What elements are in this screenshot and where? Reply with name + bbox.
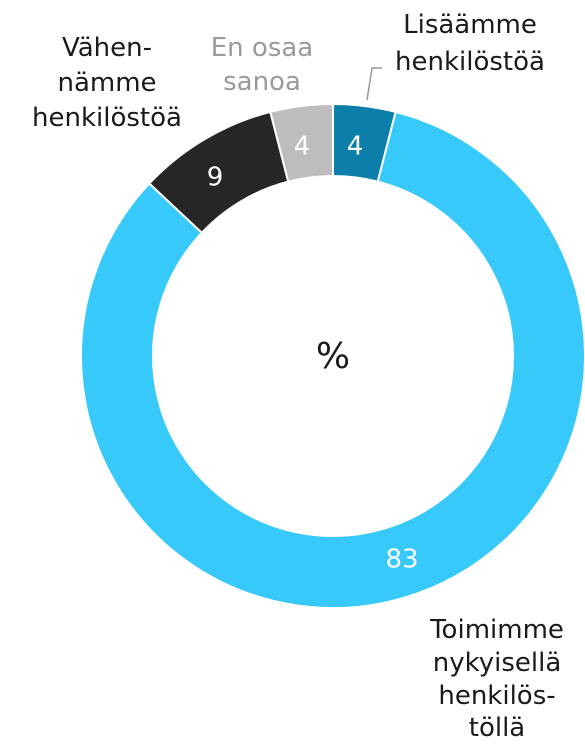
donut-segment xyxy=(80,110,585,609)
value-label: 83 xyxy=(385,545,418,575)
leader-line xyxy=(366,67,382,101)
category-label: Toimimme nykyisellä henkilös-töllä xyxy=(429,615,564,743)
value-label: 4 xyxy=(294,132,311,162)
donut-segment xyxy=(269,102,334,183)
category-label: En osaa sanoa xyxy=(211,33,314,97)
value-label: 4 xyxy=(347,132,364,162)
category-label: Lisäämme henkilöstöä xyxy=(395,10,545,77)
category-label: Vähen-nämme henkilöstöä xyxy=(32,33,182,133)
center-label: % xyxy=(316,336,350,377)
value-label: 9 xyxy=(207,163,224,193)
